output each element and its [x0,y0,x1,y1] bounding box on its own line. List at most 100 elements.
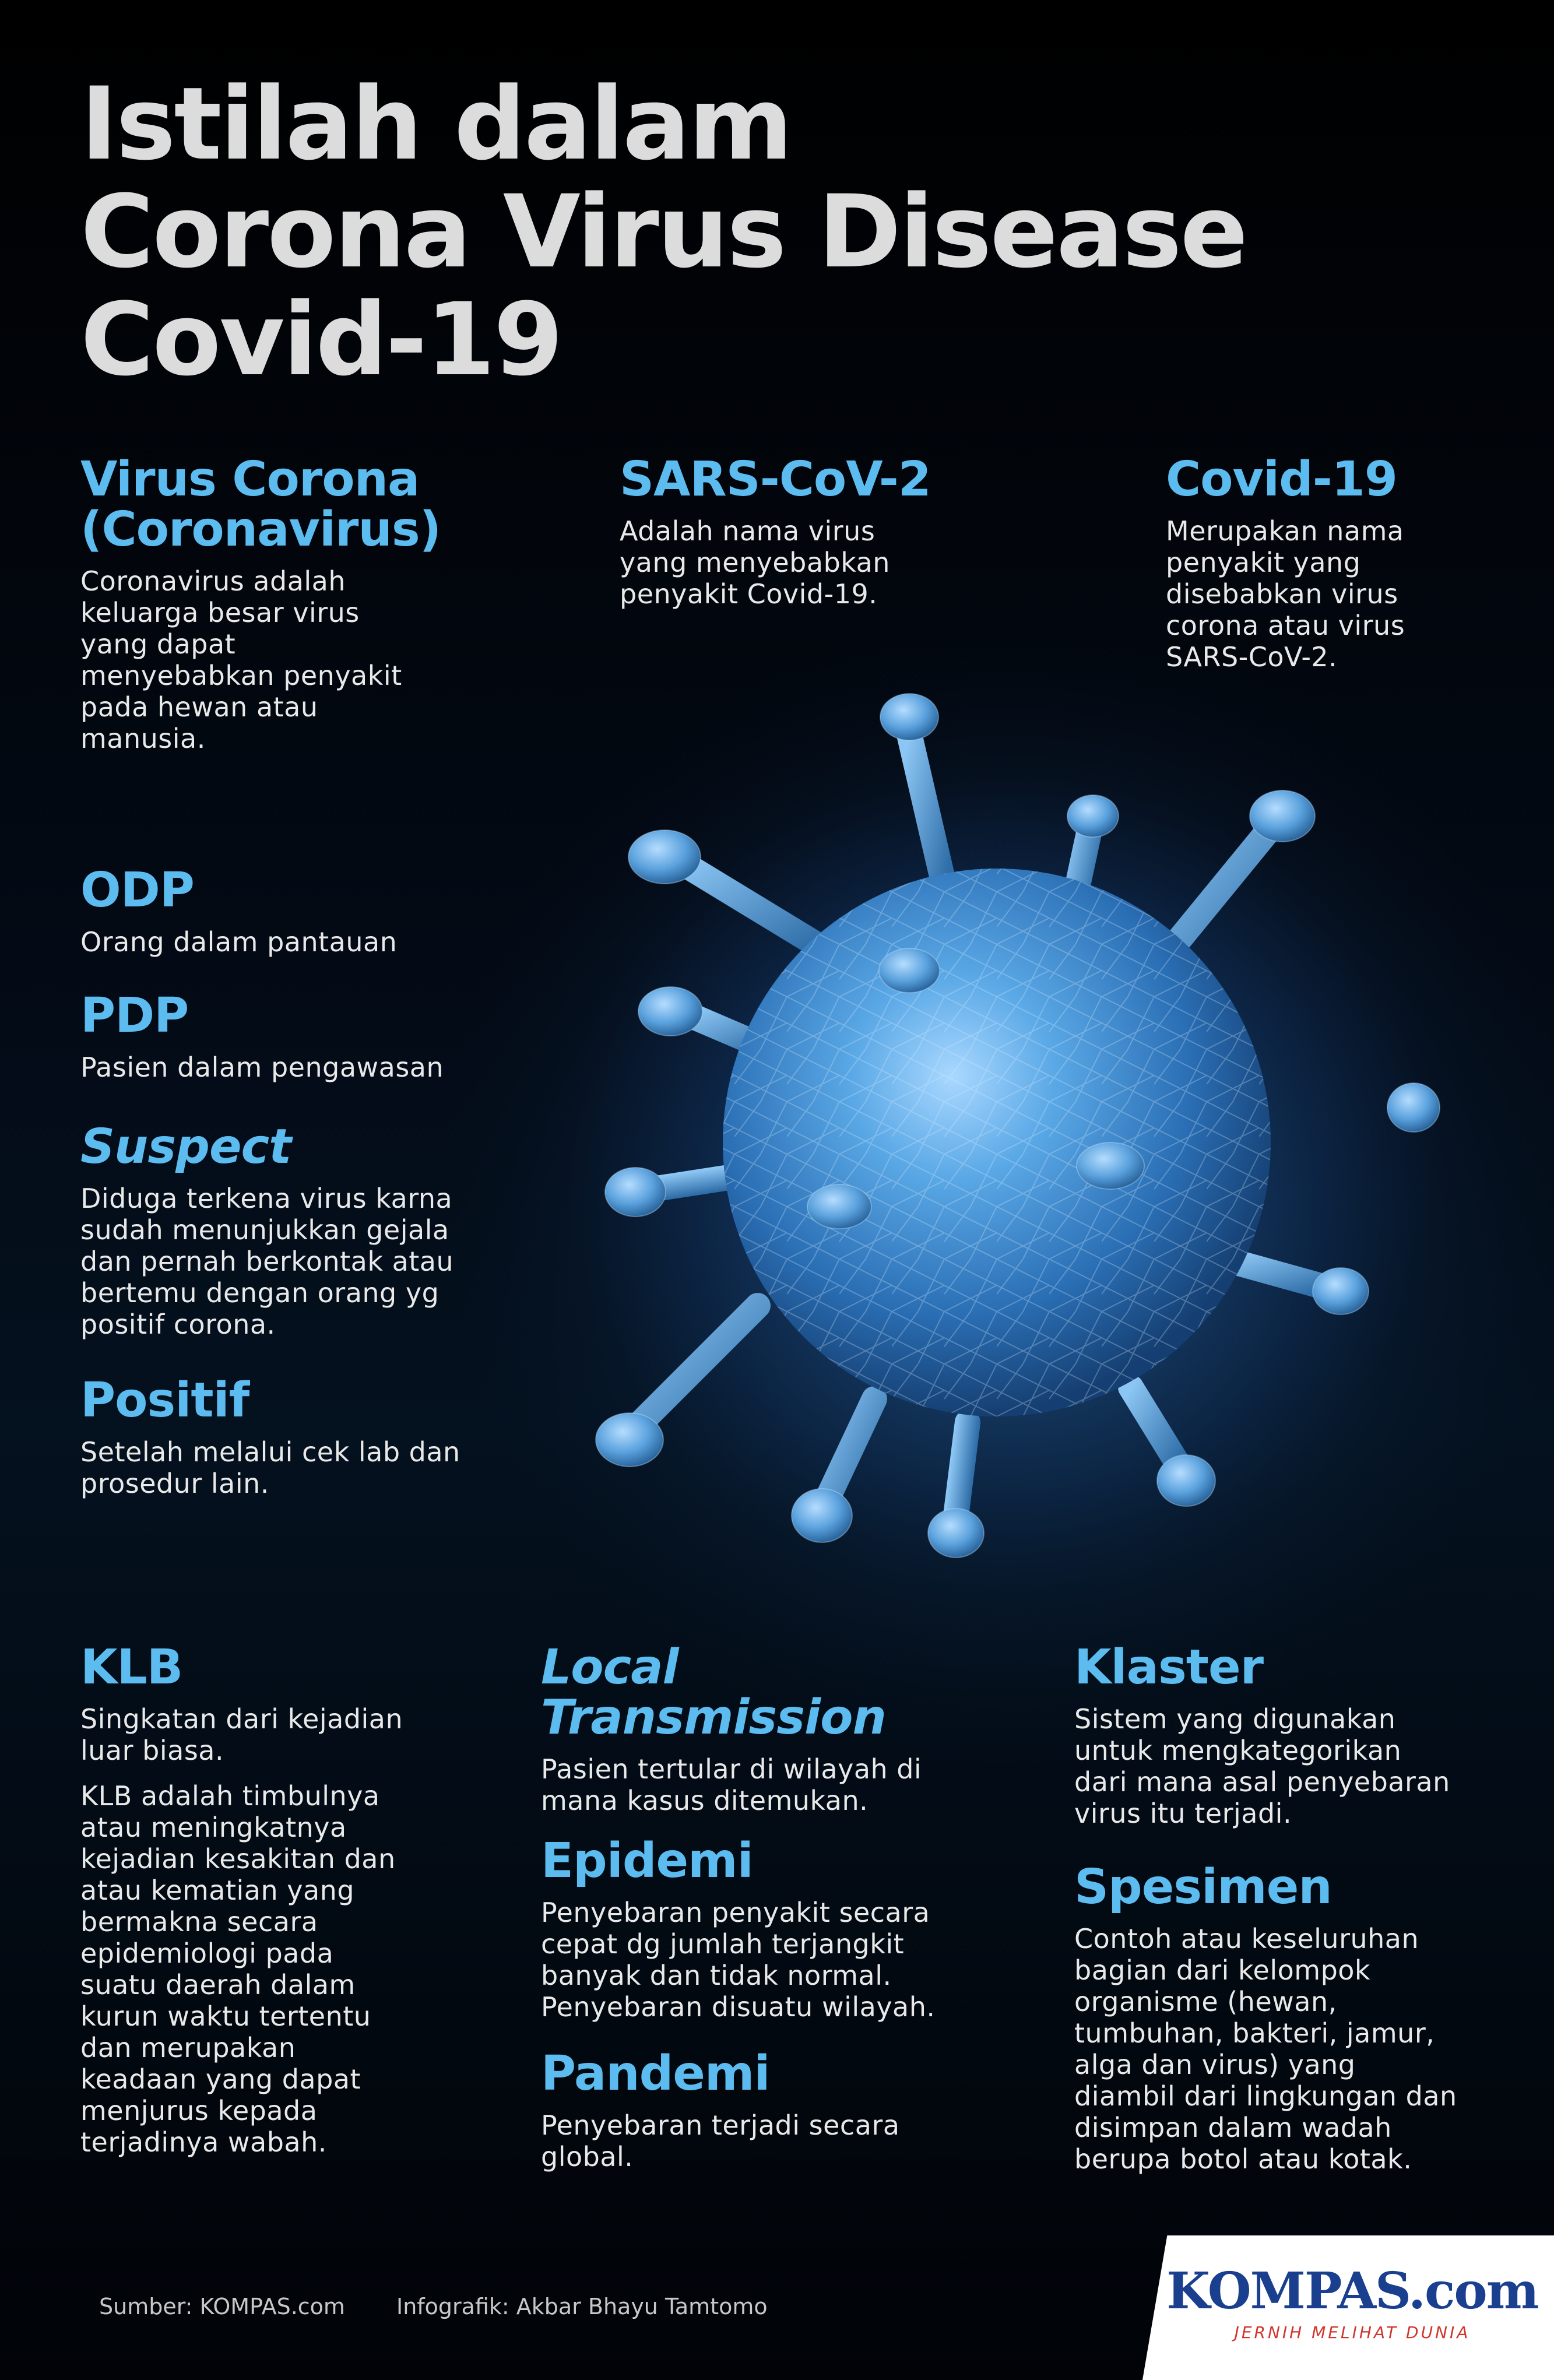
title-line-1: Istilah dalam [80,65,793,182]
desc-line: dari mana asal penyebaran [1074,1766,1450,1798]
desc-line: kejadian kesakitan dan [80,1843,396,1875]
desc-line: suatu daerah dalam [80,1969,356,2001]
desc-line: diambil dari lingkungan dan [1074,2080,1457,2112]
term-description: Penyebaran terjadi secara global. [541,2110,900,2172]
term-heading: KLB [80,1640,183,1695]
desc-line: yang menyebabkan [620,547,890,578]
term-heading: Covid-19 [1166,452,1398,507]
desc-line: KLB adalah timbulnya [80,1780,380,1812]
term-epidemi: Epidemi Penyebaran penyakit secara cepat… [541,1836,936,2023]
desc-line: menjurus kepada [80,2095,318,2126]
desc-line: bagian dari kelompok [1074,1954,1371,1986]
term-klb: KLB Singkatan dari kejadian luar biasa. … [80,1643,403,2158]
desc-line: penyakit Covid-19. [620,578,878,610]
desc-line: penyakit yang [1166,547,1361,578]
desc-line: Penyebaran terjadi secara [541,2110,900,2141]
term-sars-cov-2: SARS-CoV-2 Adalah nama virus yang menyeb… [620,455,931,610]
term-suspect: Suspect Diduga terkena virus karna sudah… [80,1119,453,1341]
desc-line: dan merupakan [80,2032,296,2063]
desc-line: keluarga besar virus [80,597,360,628]
term-local-transmission: Local Transmission Pasien tertular di wi… [541,1640,922,1817]
term-description: Diduga terkena virus karna sudah menunju… [80,1183,453,1340]
title-line-2: Corona Virus Disease [80,173,1248,290]
term-description: Pasien dalam pengawasan [80,1052,444,1083]
desc-line: Sistem yang digunakan [1074,1703,1396,1735]
term-description: Penyebaran penyakit secara cepat dg juml… [541,1897,936,2023]
desc-line: dan pernah berkontak atau [80,1246,454,1277]
desc-line: Setelah melalui cek lab dan [80,1436,460,1468]
desc-line: disimpan dalam wadah [1074,2112,1392,2143]
desc-line: Penyebaran penyakit secara [541,1897,930,1928]
title-line-3: Covid-19 [80,281,563,398]
desc-line: disebabkan virus [1166,578,1398,610]
desc-line: prosedur lain. [80,1468,269,1499]
desc-line: mana kasus ditemukan. [541,1785,869,1816]
source-credit: Sumber: KOMPAS.com [99,2294,345,2319]
term-heading: Klaster [1074,1640,1264,1695]
desc-line: organisme (hewan, [1074,1986,1337,2017]
desc-line: Adalah nama virus [620,515,876,547]
desc-line: positif corona. [80,1309,276,1340]
term-description-extended: KLB adalah timbulnya atau meningkatnya k… [80,1780,403,2158]
desc-line: Coronavirus adalah [80,565,346,597]
term-heading: Suspect [80,1119,291,1175]
term-description: Coronavirus adalah keluarga besar virus … [80,565,441,754]
desc-line: tumbuhan, bakteri, jamur, [1074,2017,1435,2049]
desc-line: Singkatan dari kejadian [80,1703,403,1735]
term-heading: Spesimen [1074,1859,1332,1915]
desc-line: epidemiologi pada [80,1938,334,1969]
term-heading: SARS-CoV-2 [620,452,931,507]
desc-line: cepat dg jumlah terjangkit [541,1928,905,1960]
desc-line: manusia. [80,723,206,754]
desc-line: bermakna secara [80,1906,318,1938]
desc-line: Merupakan nama [1166,515,1404,547]
logo-name: KOMPAS [1166,2262,1409,2321]
desc-line: virus itu terjadi. [1074,1798,1292,1829]
infographic-credit: Infografik: Akbar Bhayu Tamtomo [396,2294,768,2319]
desc-line: Diduga terkena virus karna [80,1183,453,1214]
desc-line: atau kematian yang [80,1875,355,1906]
kompas-logo[interactable]: KOMPAS.com [1166,2262,1539,2321]
desc-line: Orang dalam pantauan [80,926,398,958]
desc-line: Penyebaran disuatu wilayah. [541,1991,936,2023]
term-heading: Pandemi [541,2046,770,2101]
term-heading: ODP [80,863,195,918]
desc-line: bertemu dengan orang yg [80,1277,440,1309]
term-description: Adalah nama virus yang menyebabkan penya… [620,515,931,610]
term-description: Contoh atau keseluruhan bagian dari kelo… [1074,1923,1457,2175]
desc-line: yang dapat [80,628,236,660]
term-heading: Positif [80,1373,249,1428]
desc-line: alga dan virus) yang [1074,2049,1356,2080]
desc-line: corona atau virus [1166,610,1405,641]
desc-line: banyak dan tidak normal. [541,1960,892,1991]
term-heading: Epidemi [541,1833,754,1889]
logo-tagline: JERNIH MELIHAT DUNIA [1234,2323,1471,2342]
term-positif: Positif Setelah melalui cek lab dan pros… [80,1373,460,1500]
desc-line: kurun waktu tertentu [80,2001,371,2032]
term-description: Singkatan dari kejadian luar biasa. [80,1703,403,1766]
desc-line: SARS-CoV-2. [1166,641,1338,673]
term-heading-line-1: Local [541,1640,679,1695]
page-title: Istilah dalam Corona Virus Disease Covid… [80,70,1421,393]
logo-background [1142,2235,1554,2380]
term-covid-19: Covid-19 Merupakan nama penyakit yang di… [1166,455,1405,673]
desc-line: sudah menunjukkan gejala [80,1214,449,1246]
term-description: Merupakan nama penyakit yang disebabkan … [1166,515,1405,673]
desc-line: Contoh atau keseluruhan [1074,1923,1419,1954]
term-heading-line-2: (Coronavirus) [80,502,441,557]
logo-suffix: .com [1408,2262,1539,2321]
desc-line: pada hewan atau [80,691,318,723]
desc-line: keadaan yang dapat [80,2063,361,2095]
term-description: Orang dalam pantauan [80,926,397,958]
desc-line: terjadinya wabah. [80,2126,327,2158]
desc-line: menyebabkan penyakit [80,660,402,691]
term-description: Setelah melalui cek lab dan prosedur lai… [80,1436,460,1499]
term-pdp: PDP Pasien dalam pengawasan [80,991,444,1084]
desc-line: berupa botol atau kotak. [1074,2143,1412,2175]
spike-knobs [595,693,1440,1558]
desc-line: luar biasa. [80,1735,224,1766]
desc-line: global. [541,2141,634,2172]
desc-line: Pasien dalam pengawasan [80,1052,444,1083]
term-spesimen: Spesimen Contoh atau keseluruhan bagian … [1074,1862,1457,2175]
